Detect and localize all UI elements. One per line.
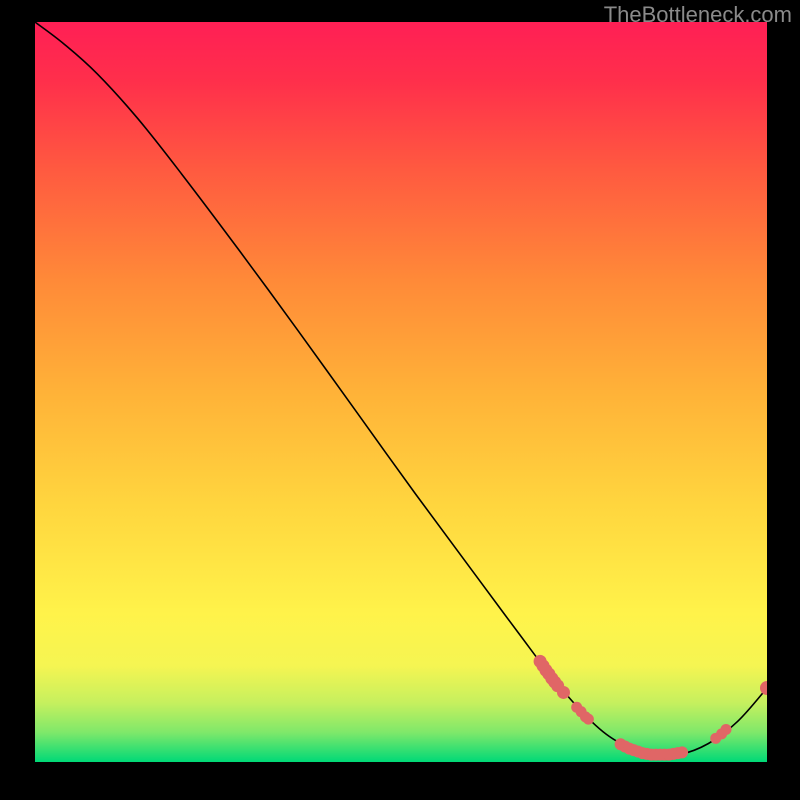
marker-group: [534, 655, 767, 761]
marker-dot: [583, 714, 594, 725]
marker-dot: [557, 686, 570, 699]
marker-dot: [721, 724, 732, 735]
chart-plot-area: [35, 22, 767, 762]
watermark-text: TheBottleneck.com: [604, 2, 792, 28]
marker-dot: [760, 681, 767, 695]
bottleneck-curve: [35, 22, 767, 756]
chart-overlay-svg: [35, 22, 767, 762]
marker-dot: [676, 746, 688, 758]
